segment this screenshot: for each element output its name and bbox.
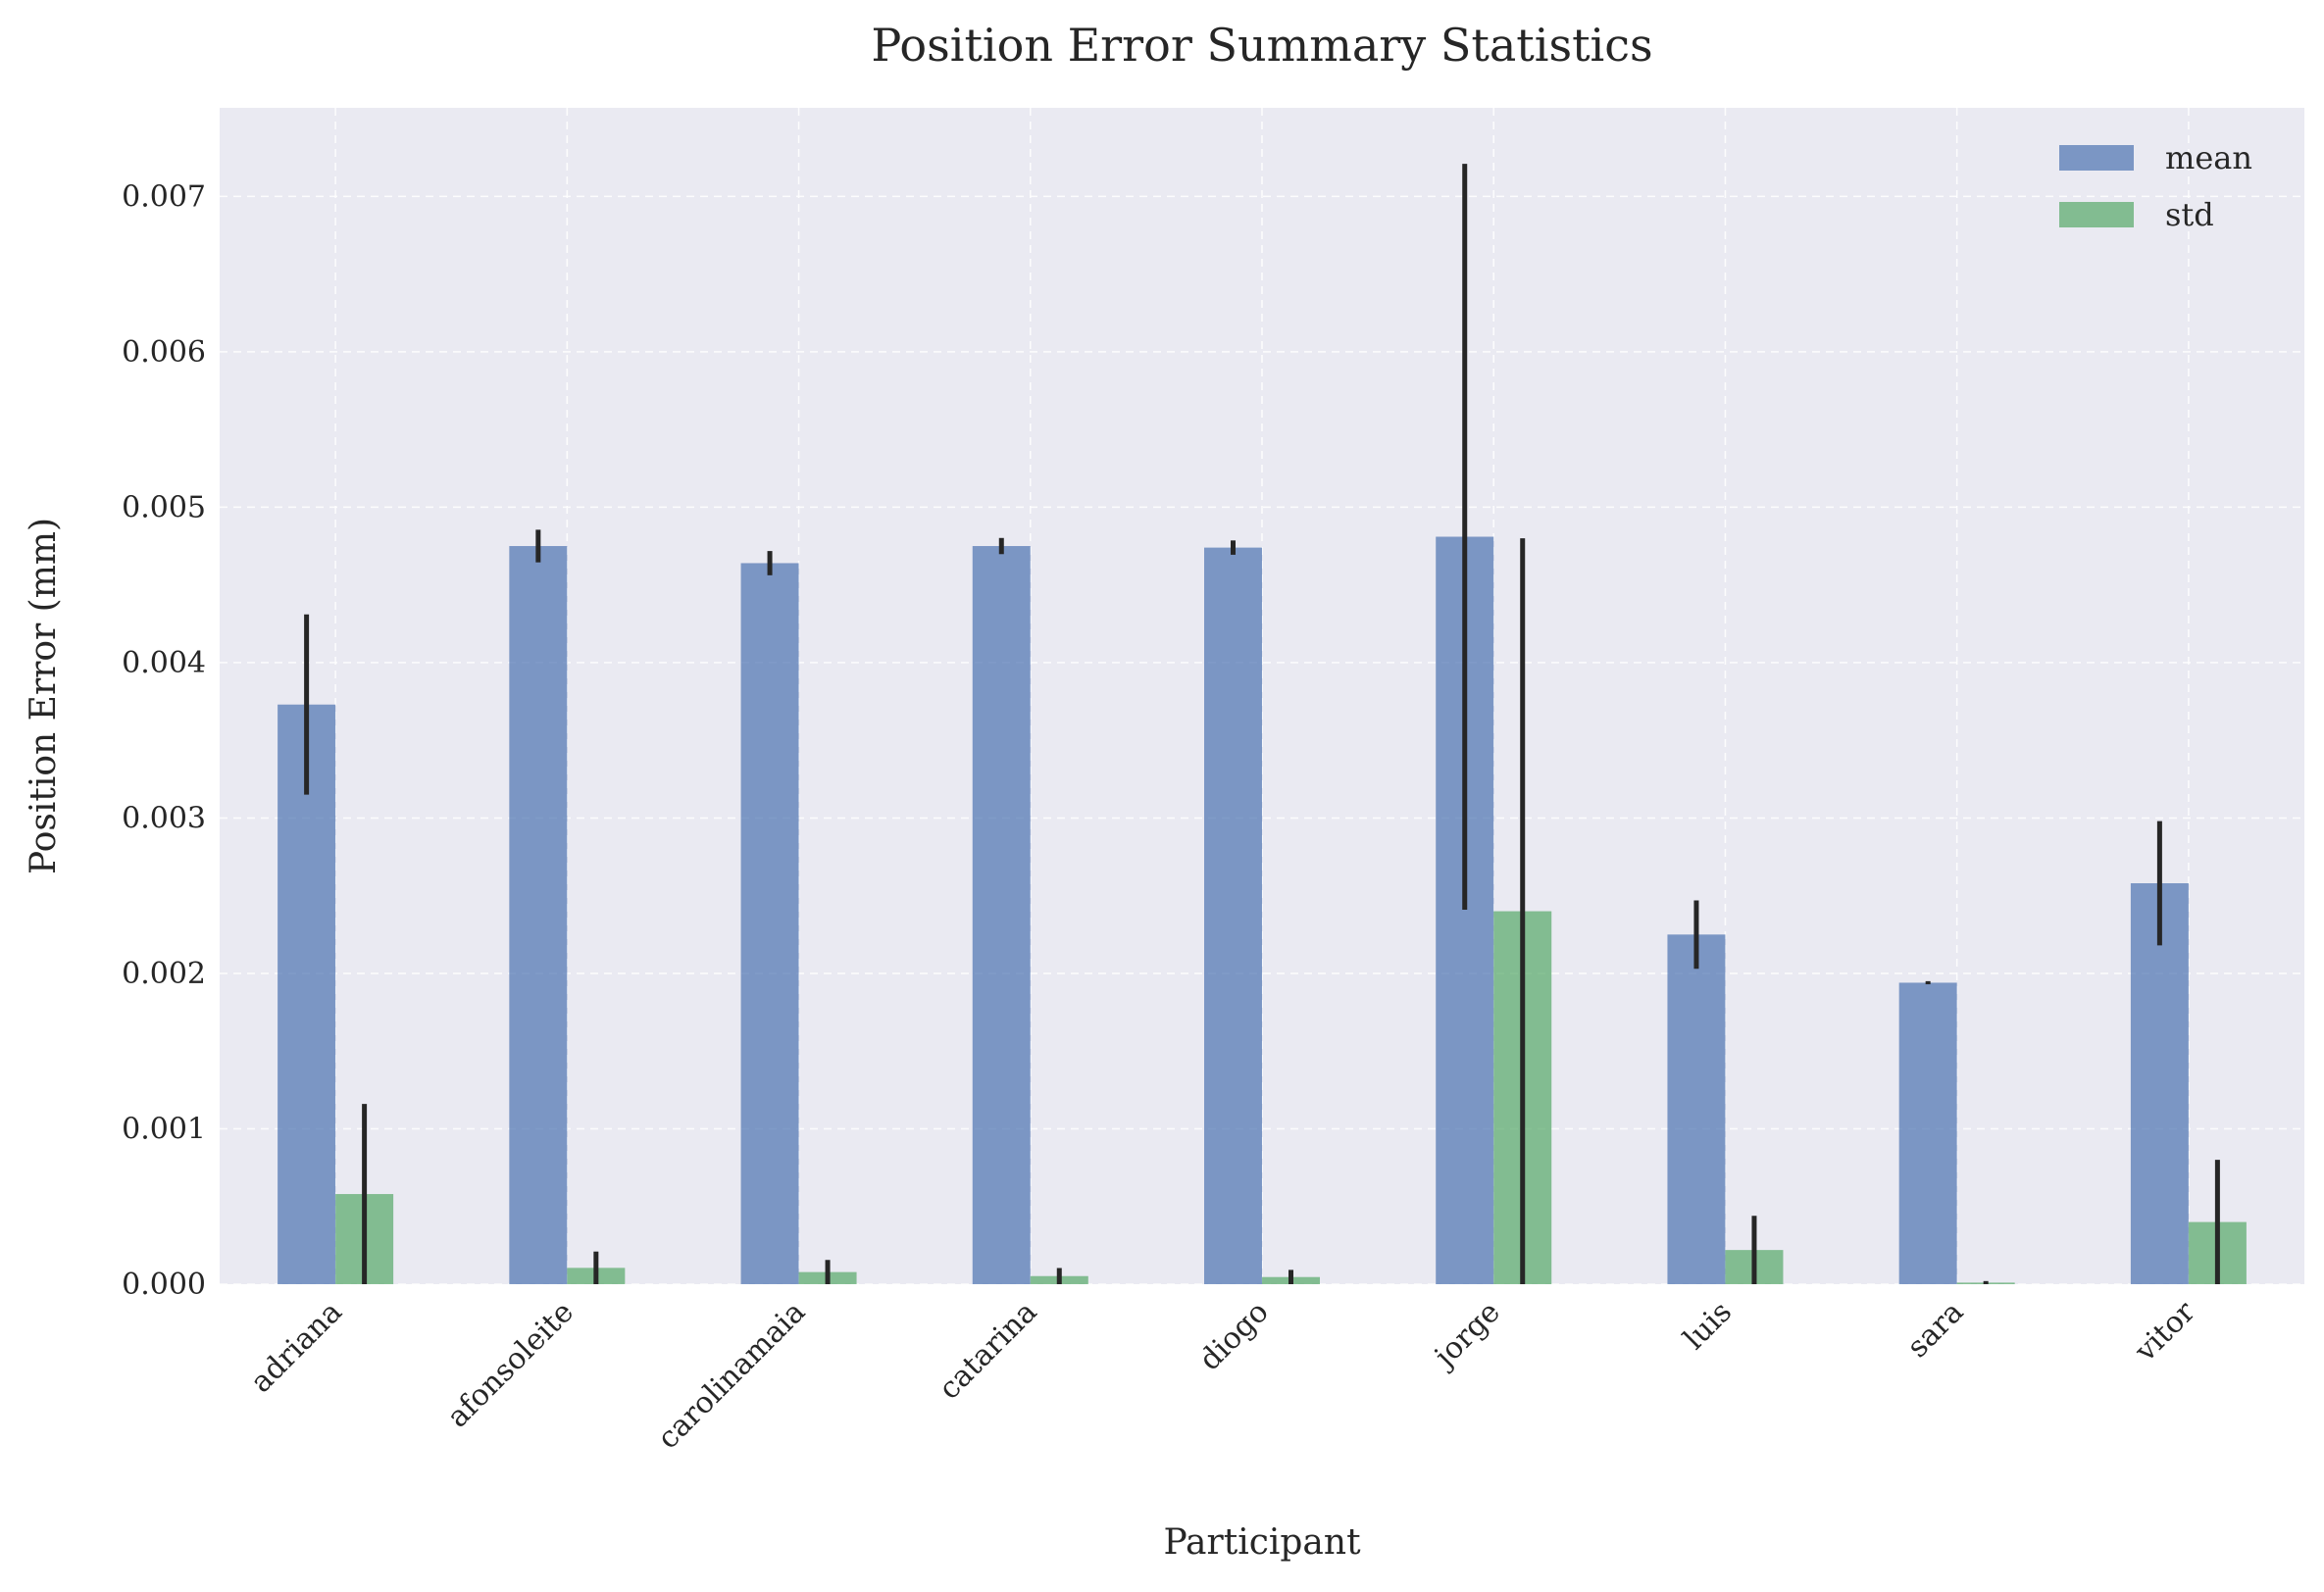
bar-mean-vitor [2130, 883, 2189, 1284]
bar-mean-luis [1667, 934, 1726, 1284]
bar-mean-catarina [972, 546, 1031, 1284]
x-tick-label: diogo [1192, 1295, 1275, 1377]
chart-title: Position Error Summary Statistics [871, 19, 1652, 72]
x-tick-label: adriana [244, 1295, 349, 1400]
y-tick-label: 0.005 [122, 490, 206, 524]
y-tick-label: 0.000 [122, 1268, 206, 1302]
bar-mean-sara [1898, 982, 1957, 1284]
y-tick-label: 0.004 [122, 646, 206, 680]
legend-swatch-std [2059, 202, 2134, 227]
y-tick-label: 0.003 [122, 801, 206, 835]
x-tick-label: afonsoleite [440, 1295, 581, 1435]
x-tick-label: carolinamaia [651, 1295, 812, 1456]
bar-mean-adriana [278, 704, 336, 1284]
x-tick-label: vitor [2128, 1294, 2202, 1368]
y-tick-label: 0.006 [122, 335, 206, 370]
bar-mean-afonsoleite [509, 546, 568, 1284]
legend-swatch-mean [2059, 145, 2134, 171]
x-tick-label: jorge [1426, 1295, 1506, 1375]
y-tick-label: 0.007 [122, 179, 206, 214]
x-tick-label: luis [1677, 1295, 1739, 1357]
x-tick-label: sara [1900, 1295, 1970, 1365]
bar-mean-carolinamaia [740, 563, 799, 1284]
x-tick-label: catarina [933, 1295, 1044, 1407]
legend: mean std [2059, 139, 2252, 233]
legend-label-mean: mean [2165, 139, 2252, 176]
x-axis-label: Participant [1163, 1522, 1361, 1563]
legend-label-std: std [2165, 196, 2214, 233]
y-axis-label: Position Error (mm) [24, 518, 64, 874]
y-tick-label: 0.002 [122, 957, 206, 991]
y-tick-label: 0.001 [122, 1112, 206, 1146]
bar-mean-diogo [1204, 547, 1262, 1284]
